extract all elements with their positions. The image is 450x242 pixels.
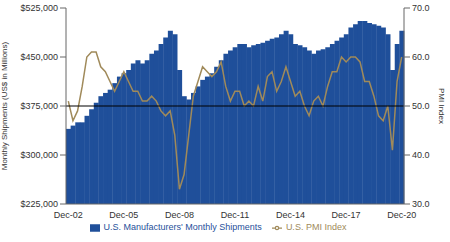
svg-text:Dec-11: Dec-11: [221, 210, 249, 220]
svg-text:$375,000: $375,000: [20, 101, 58, 111]
svg-text:Dec-05: Dec-05: [109, 210, 138, 220]
svg-text:Dec-08: Dec-08: [165, 210, 194, 220]
svg-text:$300,000: $300,000: [20, 150, 58, 160]
svg-text:Dec-17: Dec-17: [332, 210, 361, 220]
svg-text:40.0: 40.0: [412, 150, 430, 160]
svg-text:60.0: 60.0: [412, 52, 430, 62]
html-text:U.S. Manufacturers' Monthly Sh: U.S. Manufacturers' Monthly Shipments: [103, 222, 262, 232]
svg-text:Monthly Shipments (US$ in Mill: Monthly Shipments (US$ in Millions): [8, 41, 9, 170]
svg-text:30.0: 30.0: [412, 199, 430, 209]
svg-text:50.0: 50.0: [412, 101, 430, 111]
html-text:U.S. PMI Index: U.S. PMI Index: [285, 222, 347, 232]
svg-text:Dec-14: Dec-14: [276, 210, 305, 220]
svg-text:Dec-20: Dec-20: [387, 210, 416, 220]
svg-text:$450,000: $450,000: [20, 52, 58, 62]
svg-text:$525,000: $525,000: [20, 3, 58, 13]
svg-text:$225,000: $225,000: [20, 199, 58, 209]
svg-text:Dec-02: Dec-02: [54, 210, 83, 220]
svg-text:70.0: 70.0: [412, 3, 430, 13]
svg-text:PMI Index: PMI Index: [437, 88, 442, 124]
